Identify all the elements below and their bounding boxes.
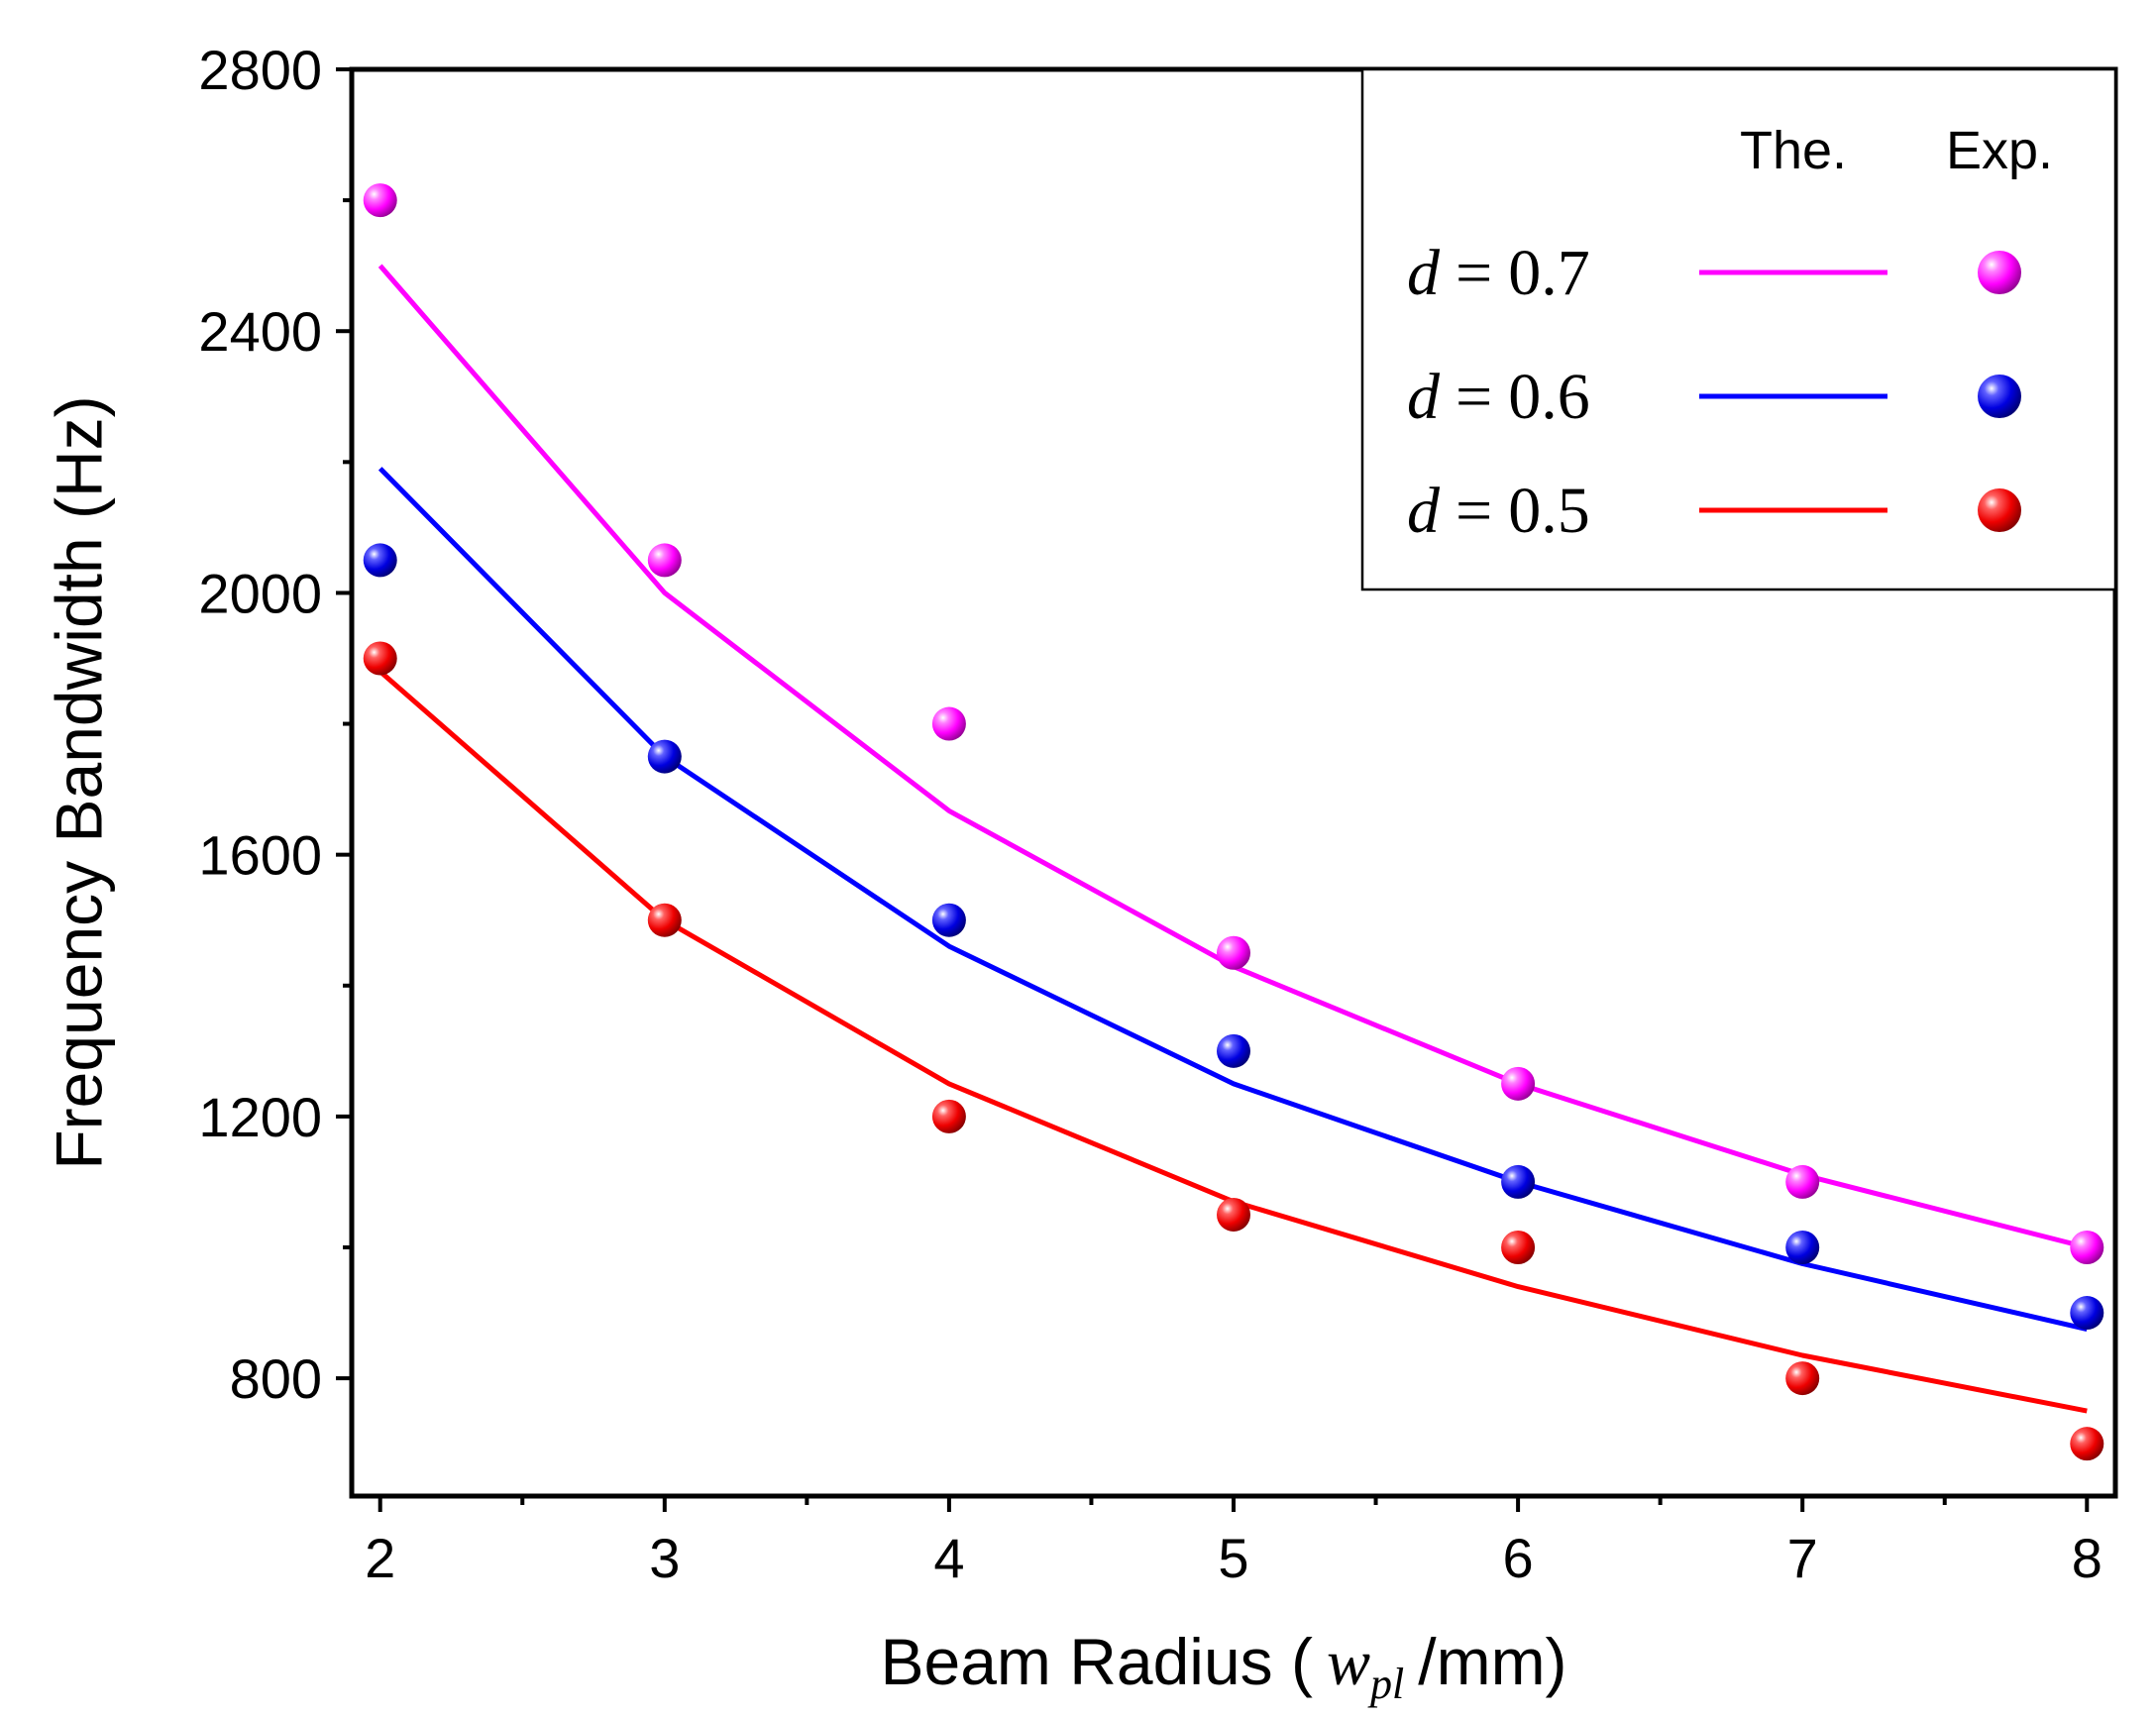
experiment-point <box>931 1099 966 1133</box>
legend-label-value: 0.5 <box>1508 475 1590 547</box>
legend-header-theory: The. <box>1740 121 1847 180</box>
plot-frame <box>349 66 2118 1499</box>
experiment-point <box>2070 1427 2104 1461</box>
x-tick-label: 2 <box>365 1527 395 1589</box>
legend-experiment-marker <box>1978 375 2021 418</box>
legend-label-var: d <box>1407 361 1441 433</box>
experiment-point <box>1217 1197 1250 1232</box>
series-layer <box>363 183 2104 1461</box>
x-axis-title: Beam Radius (wpl/mm) <box>880 1625 1566 1708</box>
legend-label-eq: = <box>1455 237 1492 309</box>
legend-label-eq: = <box>1455 475 1492 547</box>
x-axis-title-prefix: Beam Radius ( <box>880 1625 1313 1698</box>
experiment-point <box>931 903 966 937</box>
x-axis-title-suffix: /mm) <box>1418 1625 1566 1698</box>
x-tick-label: 6 <box>1503 1527 1534 1589</box>
experiment-point <box>1501 1230 1536 1264</box>
x-tick-label: 8 <box>2072 1527 2102 1589</box>
experiment-point <box>363 543 397 578</box>
y-tick-label: 1200 <box>198 1086 322 1148</box>
x-tick-label: 4 <box>933 1527 964 1589</box>
legend: The. Exp. d = 0.7d = 0.6d = 0.5 <box>1360 67 2117 591</box>
legend-label-eq: = <box>1455 361 1492 433</box>
legend-experiment-marker <box>1978 488 2021 532</box>
legend-label-var: d <box>1407 475 1441 547</box>
x-tick-label: 5 <box>1218 1527 1248 1589</box>
experiment-point <box>931 706 966 741</box>
legend-label-value: 0.7 <box>1508 237 1590 309</box>
y-tick-label: 800 <box>230 1347 322 1410</box>
legend-label: d = 0.7 <box>1407 237 1590 309</box>
experiment-point <box>363 183 397 218</box>
legend-label-value: 0.6 <box>1508 361 1590 433</box>
x-axis-title-var: w <box>1327 1627 1370 1699</box>
experiment-point <box>647 543 682 578</box>
experiment-point <box>2070 1296 2104 1331</box>
y-tick-label: 2000 <box>198 562 322 624</box>
legend-label: d = 0.5 <box>1407 475 1590 547</box>
x-tick-label: 7 <box>1787 1527 1818 1589</box>
experiment-point <box>647 739 682 774</box>
y-tick-label: 2800 <box>198 39 322 101</box>
x-axis-title-sub: pl <box>1367 1660 1404 1708</box>
legend-label-var: d <box>1407 237 1441 309</box>
experiment-point <box>363 641 397 676</box>
y-axis-title: Frequency Bandwidth (Hz) <box>42 395 115 1169</box>
y-tick-label: 1600 <box>198 824 322 887</box>
experiment-point <box>1217 1033 1250 1068</box>
experiment-point <box>1501 1066 1536 1101</box>
x-tick-label: 3 <box>649 1527 680 1589</box>
experiment-point <box>1785 1361 1820 1396</box>
ticks-layer: 2 3 4 5 6 7 8 800 1200 1600 2000 2400 2800 <box>198 39 2102 1589</box>
legend-rows: d = 0.7d = 0.6d = 0.5 <box>1407 237 2021 547</box>
experiment-point <box>1217 935 1250 970</box>
experiment-point <box>1785 1164 1820 1199</box>
experiment-point <box>2070 1230 2104 1264</box>
legend-experiment-marker <box>1978 251 2021 294</box>
legend-label: d = 0.6 <box>1407 361 1590 433</box>
experiment-point <box>1785 1230 1820 1264</box>
experiment-point <box>1501 1164 1536 1199</box>
legend-header-experiment: Exp. <box>1946 121 2053 180</box>
experiment-point <box>647 903 682 937</box>
y-tick-label: 2400 <box>198 300 322 363</box>
